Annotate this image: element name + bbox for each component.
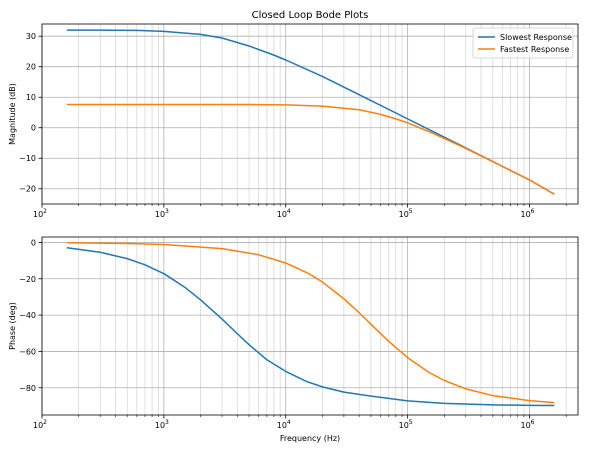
magnitude-y-axis-label: Magnitude (dB) [8, 83, 17, 145]
x-tick-label-base: 10 [399, 421, 409, 430]
legend-label-fastest: Fastest Response [500, 45, 569, 54]
x-tick-label-exponent: 6 [531, 419, 535, 426]
x-tick-label-exponent: 3 [165, 419, 169, 426]
x-tick-label-base: 10 [277, 421, 287, 430]
x-tick-label-base: 10 [520, 210, 530, 219]
y-tick-label: −60 [19, 347, 36, 356]
x-tick-label: 106 [520, 419, 534, 430]
x-tick-label-exponent: 5 [409, 419, 413, 426]
x-tick-label-exponent: 2 [43, 208, 47, 215]
y-tick-label: 0 [31, 238, 36, 247]
y-tick-label: −20 [19, 185, 36, 194]
x-tick-label-base: 10 [155, 210, 165, 219]
axes-frame [41, 236, 579, 416]
y-tick-label: 20 [26, 63, 36, 72]
x-tick-label: 102 [33, 208, 47, 219]
fastest-response-line [66, 242, 555, 404]
x-tick-label-base: 10 [155, 421, 165, 430]
y-tick-label: −40 [19, 311, 36, 320]
x-tick-label-exponent: 4 [287, 208, 291, 215]
slowest-response-line [66, 246, 555, 407]
x-tick-label: 103 [155, 419, 169, 430]
x-tick-label-base: 10 [33, 421, 43, 430]
y-tick-label: 0 [31, 124, 36, 133]
fastest-response-line [66, 103, 555, 195]
y-tick-label: −10 [19, 154, 36, 163]
x-tick-label: 102 [33, 419, 47, 430]
frequency-x-axis-label: Frequency (Hz) [280, 434, 340, 443]
x-tick-label-base: 10 [277, 210, 287, 219]
x-tick-label: 105 [399, 208, 413, 219]
chart-title: Closed Loop Bode Plots [252, 10, 369, 21]
x-tick-label: 104 [277, 208, 291, 219]
y-tick-label: −20 [19, 275, 36, 284]
legend-label-slowest: Slowest Response [500, 33, 572, 42]
x-tick-label: 106 [520, 208, 534, 219]
x-tick-label-exponent: 6 [531, 208, 535, 215]
x-tick-label-exponent: 3 [165, 208, 169, 215]
x-tick-label-base: 10 [33, 210, 43, 219]
x-tick-label: 105 [399, 419, 413, 430]
x-tick-label-exponent: 4 [287, 419, 291, 426]
axes-frame [41, 23, 579, 205]
phase-y-axis-label: Phase (deg) [8, 302, 17, 350]
y-tick-label: 30 [26, 32, 36, 41]
x-tick-label-exponent: 5 [409, 208, 413, 215]
x-tick-label-base: 10 [520, 421, 530, 430]
y-tick-label: −80 [19, 384, 36, 393]
x-tick-label-exponent: 2 [43, 419, 47, 426]
x-tick-label: 103 [155, 208, 169, 219]
legend: Slowest Response Fastest Response [472, 27, 574, 59]
x-tick-label: 104 [277, 419, 291, 430]
legend-box [472, 27, 574, 59]
y-tick-label: 10 [26, 93, 36, 102]
x-tick-label-base: 10 [399, 210, 409, 219]
